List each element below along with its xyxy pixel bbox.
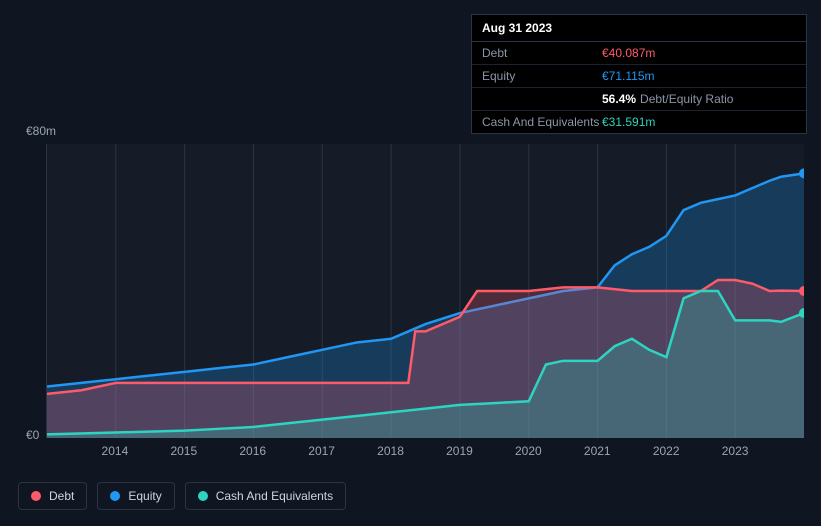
tooltip-row-cash: Cash And Equivalents €31.591m — [472, 111, 806, 133]
x-tick: 2022 — [653, 444, 680, 458]
x-tick: 2015 — [170, 444, 197, 458]
y-tick-max: €80m — [26, 124, 56, 138]
tooltip-label-equity: Equity — [482, 69, 602, 83]
x-tick: 2019 — [446, 444, 473, 458]
x-tick: 2018 — [377, 444, 404, 458]
tooltip-value-equity: €71.115m — [602, 69, 654, 83]
legend-label-cash: Cash And Equivalents — [216, 489, 333, 503]
tooltip-label-ratio — [482, 92, 602, 106]
legend-swatch-equity — [110, 491, 120, 501]
tooltip-row-debt: Debt €40.087m — [472, 42, 806, 65]
tooltip-row-equity: Equity €71.115m — [472, 65, 806, 88]
tooltip-label-cash: Cash And Equivalents — [482, 115, 602, 129]
legend-item-cash[interactable]: Cash And Equivalents — [185, 482, 346, 510]
tooltip-row-ratio: 56.4% Debt/Equity Ratio — [472, 88, 806, 111]
chart-legend: Debt Equity Cash And Equivalents — [18, 482, 346, 510]
legend-swatch-cash — [198, 491, 208, 501]
chart-tooltip: Aug 31 2023 Debt €40.087m Equity €71.115… — [471, 14, 807, 134]
tooltip-value-cash: €31.591m — [602, 115, 655, 129]
x-tick: 2016 — [239, 444, 266, 458]
x-tick: 2021 — [584, 444, 611, 458]
legend-item-equity[interactable]: Equity — [97, 482, 174, 510]
legend-item-debt[interactable]: Debt — [18, 482, 87, 510]
tooltip-value-ratio: 56.4% Debt/Equity Ratio — [602, 92, 733, 106]
chart-svg — [47, 144, 804, 438]
plot-area[interactable] — [46, 144, 804, 438]
x-axis: 2014 2015 2016 2017 2018 2019 2020 2021 2022 2023 — [46, 438, 804, 468]
tooltip-value-debt: €40.087m — [602, 46, 655, 60]
x-tick: 2017 — [308, 444, 335, 458]
tooltip-label-debt: Debt — [482, 46, 602, 60]
tooltip-ratio-pct: 56.4% — [602, 92, 636, 106]
tooltip-ratio-label: Debt/Equity Ratio — [640, 92, 733, 106]
financials-chart: €80m €0 2014 2015 2016 2017 2018 2019 2020 2021… — [18, 120, 804, 500]
legend-label-debt: Debt — [49, 489, 74, 503]
x-tick: 2020 — [515, 444, 542, 458]
legend-swatch-debt — [31, 491, 41, 501]
y-tick-zero: €0 — [26, 428, 39, 442]
x-tick: 2014 — [102, 444, 129, 458]
legend-label-equity: Equity — [128, 489, 161, 503]
tooltip-date: Aug 31 2023 — [472, 15, 806, 42]
x-tick: 2023 — [722, 444, 749, 458]
